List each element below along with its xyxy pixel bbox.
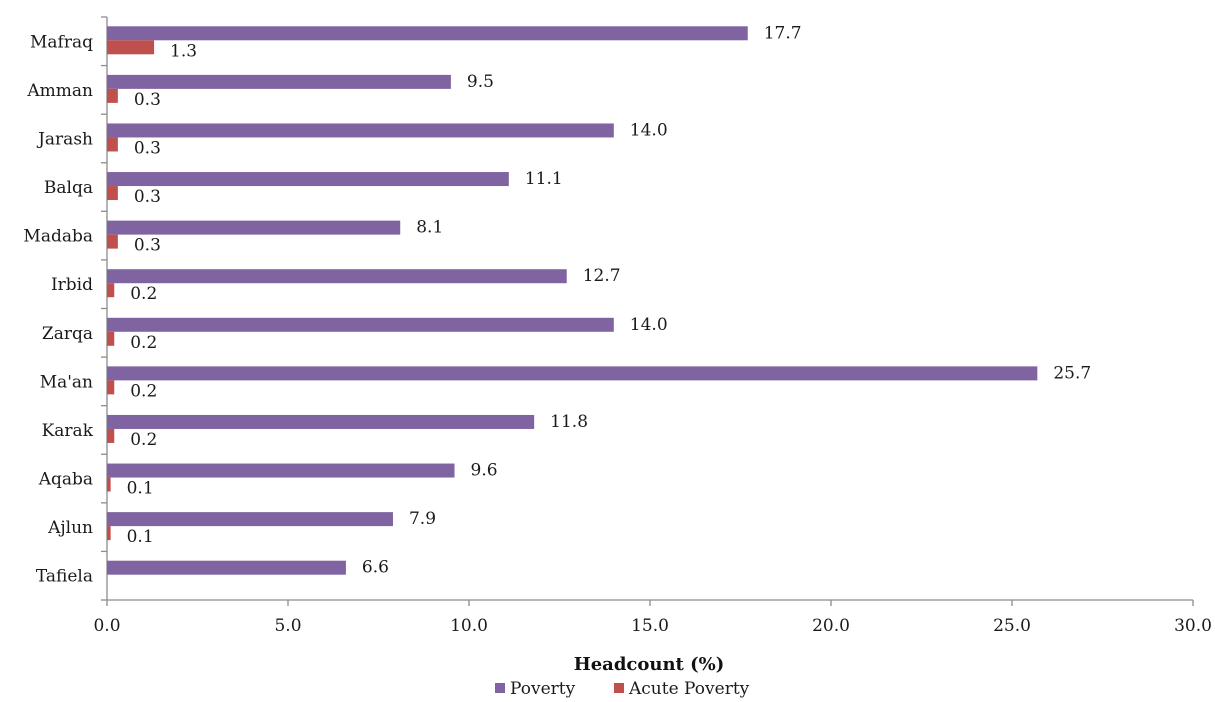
category-label: Ajlun (47, 518, 93, 538)
acute-poverty-value-label: 0.3 (134, 236, 161, 256)
acute-poverty-bar (107, 380, 115, 395)
legend-item-acute-poverty: Acute Poverty (614, 679, 750, 699)
category-label: Balqa (44, 178, 93, 198)
bars-layer (107, 26, 1038, 575)
acute-poverty-bar (107, 88, 118, 103)
poverty-value-label: 25.7 (1053, 363, 1091, 383)
category-label: Zarqa (42, 324, 93, 344)
acute-poverty-value-label: 0.3 (134, 187, 161, 207)
poverty-bar (107, 74, 451, 89)
x-tick-label: 30.0 (1174, 616, 1212, 636)
legend: Poverty Acute Poverty (495, 679, 750, 699)
acute-poverty-bar (107, 137, 118, 152)
legend-swatch (495, 683, 505, 693)
acute-poverty-bar (107, 428, 115, 443)
acute-poverty-value-label: 0.2 (130, 284, 157, 304)
acute-poverty-bar (107, 283, 115, 298)
acute-poverty-bar (107, 526, 111, 541)
acute-poverty-value-label: 0.1 (127, 479, 154, 499)
acute-poverty-value-label: 0.2 (130, 430, 157, 450)
poverty-value-label: 7.9 (409, 509, 436, 529)
category-label: Jarash (36, 129, 93, 149)
poverty-value-label: 8.1 (416, 218, 443, 238)
acute-poverty-value-label: 0.1 (127, 527, 154, 547)
poverty-bar (107, 463, 455, 478)
axes-layer: 0.0 5.0 10.0 15.0 20.0 25.0 30.0 Mafraq Amman Jar… (23, 16, 1212, 636)
x-axis-title: Headcount (%) (574, 654, 725, 675)
category-label: Tafiela (36, 567, 93, 587)
poverty-bar (107, 317, 614, 332)
acute-poverty-value-label: 0.3 (134, 90, 161, 110)
poverty-value-label: 12.7 (583, 266, 621, 286)
acute-poverty-bar (107, 40, 155, 55)
poverty-bar (107, 123, 614, 138)
poverty-value-label: 9.5 (467, 72, 494, 92)
legend-label: Acute Poverty (628, 679, 750, 699)
poverty-bar (107, 414, 535, 429)
category-label: Amman (26, 81, 93, 101)
acute-poverty-value-label: 0.2 (130, 381, 157, 401)
poverty-bar (107, 26, 748, 41)
poverty-bar (107, 220, 401, 235)
poverty-value-label: 9.6 (471, 461, 498, 481)
poverty-value-label: 14.0 (630, 120, 668, 140)
legend-item-poverty: Poverty (495, 679, 576, 699)
acute-poverty-bar (107, 331, 115, 346)
x-tick-label: 10.0 (450, 616, 488, 636)
category-label: Ma'an (40, 372, 93, 392)
poverty-value-label: 11.1 (525, 169, 563, 189)
poverty-bar (107, 560, 346, 575)
poverty-bar (107, 512, 393, 527)
category-label: Aqaba (38, 470, 93, 490)
poverty-value-label: 11.8 (550, 412, 588, 432)
poverty-value-label: 14.0 (630, 315, 668, 335)
legend-swatch (614, 683, 624, 693)
acute-poverty-bar (107, 477, 111, 492)
x-tick-label: 15.0 (631, 616, 669, 636)
acute-poverty-value-label: 1.3 (170, 41, 197, 61)
labels-layer: 17.7 1.3 9.5 0.3 14.0 0.3 11.1 0.3 8.1 0.3 12.7 0.2… (127, 23, 1092, 577)
poverty-bar (107, 366, 1038, 381)
acute-poverty-value-label: 0.2 (130, 333, 157, 353)
category-label: Karak (42, 421, 94, 441)
acute-poverty-bar (107, 186, 118, 201)
x-tick-label: 5.0 (274, 616, 301, 636)
category-label: Mafraq (30, 32, 93, 52)
category-label: Irbid (51, 275, 93, 295)
poverty-value-label: 6.6 (362, 558, 389, 578)
acute-poverty-bar (107, 234, 118, 249)
poverty-value-label: 17.7 (764, 23, 802, 43)
x-tick-label: 0.0 (93, 616, 120, 636)
poverty-bar (107, 269, 567, 284)
poverty-bar (107, 172, 509, 187)
legend-label: Poverty (510, 679, 576, 699)
x-tick-label: 25.0 (993, 616, 1031, 636)
acute-poverty-value-label: 0.3 (134, 138, 161, 158)
category-label: Madaba (23, 227, 93, 247)
x-tick-label: 20.0 (812, 616, 850, 636)
